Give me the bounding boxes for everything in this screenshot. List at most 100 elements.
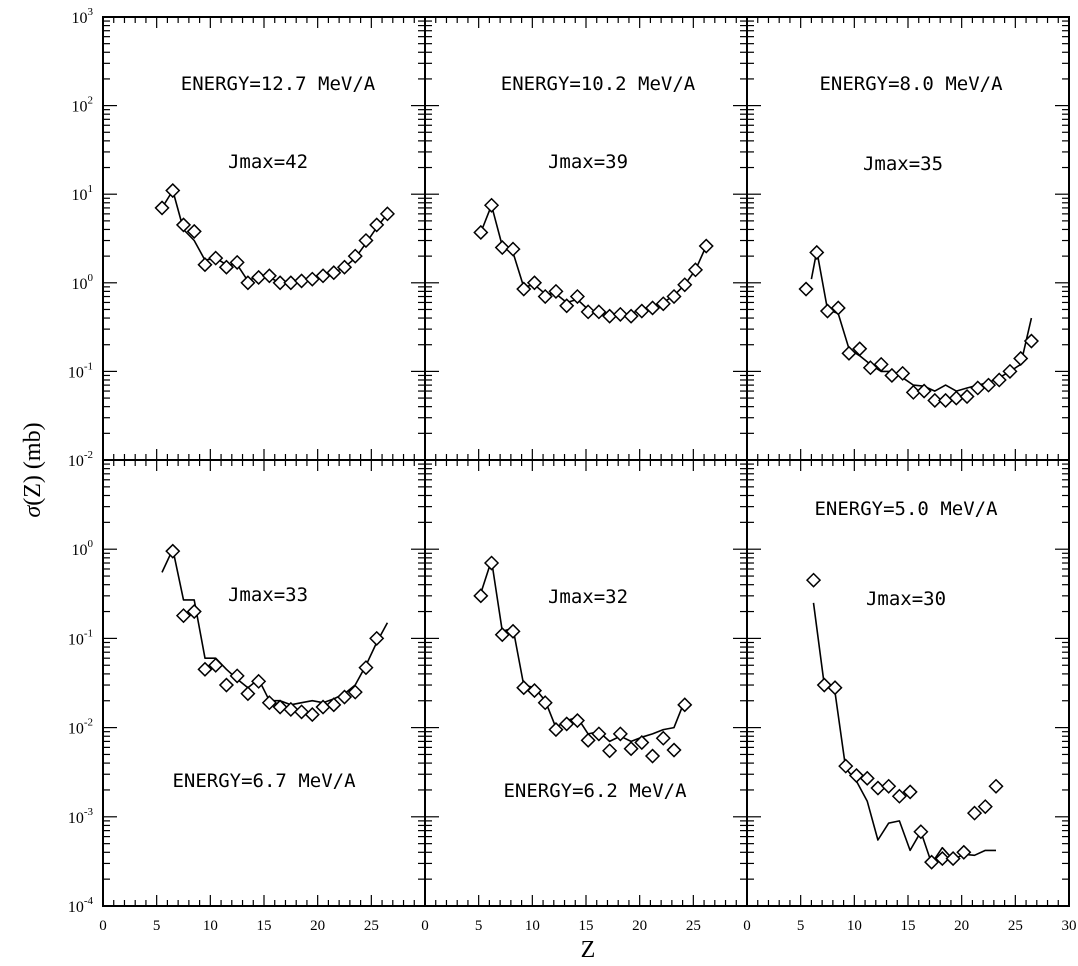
data-point (283, 701, 299, 717)
y-tick-label-base: 10 (68, 810, 84, 827)
data-point (218, 677, 234, 693)
x-tick-label: 5 (797, 918, 805, 934)
x-tick-label: 5 (153, 918, 161, 934)
data-point (272, 275, 288, 291)
data-point (294, 273, 310, 289)
y-tick-label-base: 10 (68, 453, 84, 470)
data-point (347, 684, 363, 700)
data-point (537, 288, 553, 305)
data-point (294, 704, 310, 720)
y-tick-label-exponent: -3 (84, 806, 94, 818)
y-tick-label-base: 10 (72, 542, 88, 559)
model-curve (810, 250, 1033, 392)
y-tick-label: 10-1 (68, 360, 93, 381)
data-point (251, 673, 267, 689)
data-point (580, 304, 596, 320)
data-point (966, 805, 983, 821)
energy-label: ENERGY=6.2 MeV/A (503, 780, 687, 802)
data-point (655, 296, 671, 312)
y-tick-label: 10-4 (68, 895, 94, 916)
jmax-label: Jmax=39 (548, 151, 628, 173)
data-point (186, 603, 202, 620)
data-point (473, 224, 489, 241)
x-tick-label: 10 (203, 918, 218, 934)
data-point (197, 257, 213, 273)
y-tick-label: 103 (72, 6, 94, 27)
data-point (666, 288, 682, 305)
data-point (494, 627, 510, 643)
data-point (687, 262, 704, 278)
data-point (326, 697, 342, 713)
data-point (358, 232, 374, 249)
x-tick-label: 5 (475, 918, 483, 934)
data-point (186, 223, 202, 239)
data-point (505, 241, 521, 257)
data-point (483, 555, 500, 571)
data-point (677, 277, 693, 293)
y-tick-label-base: 10 (72, 187, 88, 204)
energy-label: ENERGY=8.0 MeV/A (819, 73, 1003, 95)
data-point (580, 732, 596, 748)
jmax-label: Jmax=30 (866, 588, 946, 610)
data-point (916, 383, 932, 399)
data-point (1002, 363, 1018, 379)
data-point (569, 712, 585, 729)
data-point (895, 365, 911, 381)
data-point (634, 734, 650, 751)
x-tick-label: 15 (257, 918, 272, 934)
x-tick-label: 25 (1008, 918, 1023, 934)
data-point (988, 778, 1004, 794)
data-point (805, 572, 822, 588)
model-curve (812, 602, 996, 865)
y-tick-label: 100 (72, 538, 94, 559)
data-point (666, 742, 682, 758)
data-point (816, 677, 832, 693)
y-tick-label-exponent: 1 (88, 183, 94, 195)
jmax-label: Jmax=32 (548, 586, 628, 608)
x-axis-label: Z (581, 937, 596, 963)
x-tick-label: 0 (743, 918, 751, 934)
labels-layer: σ(Z) (mb) Z 0 5 10 15 20 25 0 5 10 15 20 25 0 5 10 15 20… (20, 6, 1077, 963)
axes-layer (102, 16, 1070, 907)
data-point (859, 770, 875, 786)
data-point (870, 780, 886, 796)
data-point (924, 854, 940, 870)
data-point (175, 608, 192, 624)
data-point (218, 259, 234, 275)
data-point (809, 244, 825, 261)
data-point (991, 372, 1007, 388)
data-point (591, 726, 607, 742)
data-point (304, 707, 320, 723)
data-point (261, 695, 277, 711)
model-curve (161, 548, 389, 706)
data-point (537, 695, 553, 711)
data-point (927, 392, 943, 409)
y-tick-label-exponent: 0 (88, 272, 94, 284)
x-tick-label: 15 (579, 918, 594, 934)
y-tick-label-exponent: 2 (88, 95, 94, 107)
y-tick-label-exponent: -2 (84, 717, 93, 729)
data-point (494, 239, 510, 256)
x-tick-label: 10 (525, 918, 540, 934)
data-point (956, 844, 972, 860)
data-point (827, 680, 843, 696)
data-point (165, 543, 181, 559)
data-point (175, 217, 192, 233)
jmax-label: Jmax=33 (228, 584, 308, 606)
data-point (830, 300, 846, 316)
data-point (591, 304, 607, 320)
data-point (358, 660, 374, 676)
model-curve (480, 559, 686, 743)
data-point (798, 281, 814, 297)
y-tick-label: 100 (72, 272, 94, 293)
jmax-label: Jmax=35 (863, 153, 943, 175)
data-point (261, 268, 277, 284)
energy-label: ENERGY=5.0 MeV/A (814, 498, 998, 520)
y-tick-label: 101 (72, 183, 94, 204)
data-point (902, 784, 918, 800)
data-point (644, 748, 661, 764)
data-point (602, 743, 618, 759)
jmax-label: Jmax=42 (228, 151, 308, 173)
x-tick-label: 25 (686, 918, 701, 934)
y-tick-label: 102 (72, 95, 94, 116)
